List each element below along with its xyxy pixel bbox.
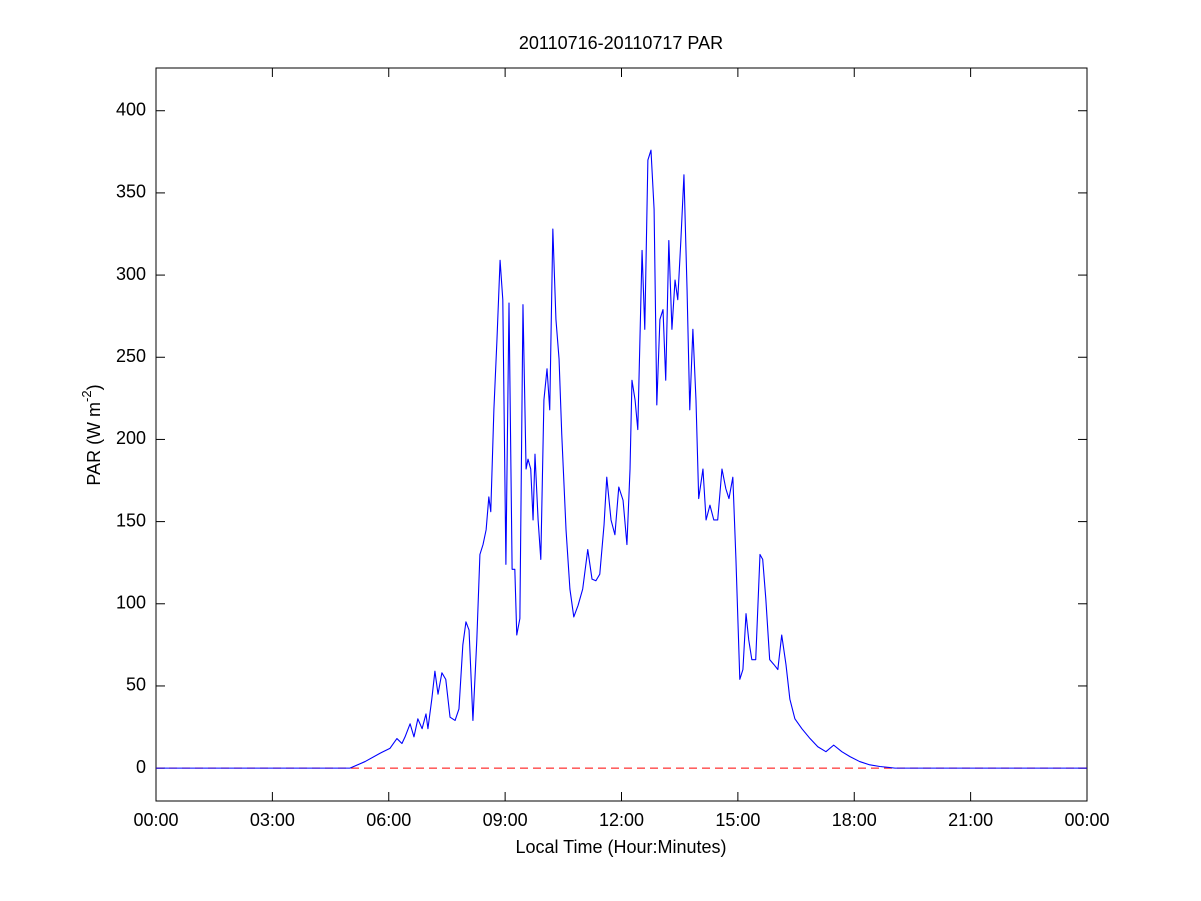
y-tick-label: 50: [126, 675, 146, 695]
y-tick-label: 250: [116, 346, 146, 366]
x-tick-label: 12:00: [599, 810, 644, 830]
x-tick-label: 00:00: [133, 810, 178, 830]
x-tick-label: 00:00: [1064, 810, 1109, 830]
chart-title: 20110716-20110717 PAR: [519, 33, 723, 53]
data-line: [156, 149, 1087, 769]
x-tick-label: 03:00: [250, 810, 295, 830]
y-tick-label: 150: [116, 510, 146, 530]
x-tick-label: 21:00: [948, 810, 993, 830]
x-tick-label: 18:00: [832, 810, 877, 830]
y-axis-label: PAR (W m-2): [79, 384, 103, 485]
x-axis-label: Local Time (Hour:Minutes): [515, 837, 726, 857]
y-tick-label: 350: [116, 182, 146, 202]
y-tick-label: 200: [116, 428, 146, 448]
y-tick-label: 300: [116, 264, 146, 284]
y-axis-label-part: ): [84, 384, 104, 390]
y-tick-label: 400: [116, 99, 146, 119]
x-tick-label: 15:00: [715, 810, 760, 830]
y-axis-label-sup: -2: [79, 390, 94, 402]
y-axis-label-part: PAR (W m: [84, 402, 104, 486]
y-tick-label: 100: [116, 593, 146, 613]
x-tick-label: 09:00: [483, 810, 528, 830]
plot-frame: [155, 67, 1088, 802]
x-tick-label: 06:00: [366, 810, 411, 830]
y-tick-label: 0: [136, 757, 146, 777]
